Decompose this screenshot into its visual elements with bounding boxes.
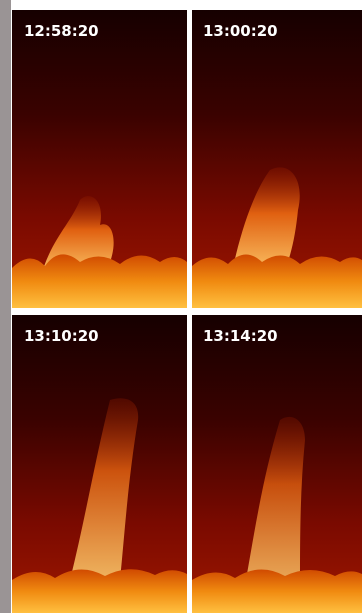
panel xyxy=(192,10,362,308)
panel xyxy=(12,10,187,308)
timestamp: 12:58:20 xyxy=(24,22,99,40)
panel xyxy=(12,315,187,613)
timestamp: 13:14:20 xyxy=(203,327,278,345)
page: 12:58:20 13:00:20 13:10:20 13:14:20 (() … xyxy=(0,0,362,613)
image-grid: 12:58:20 13:00:20 13:10:20 13:14:20 xyxy=(0,0,362,613)
timestamp: 13:00:20 xyxy=(203,22,278,40)
panel xyxy=(192,315,362,613)
timestamp: 13:10:20 xyxy=(24,327,99,345)
